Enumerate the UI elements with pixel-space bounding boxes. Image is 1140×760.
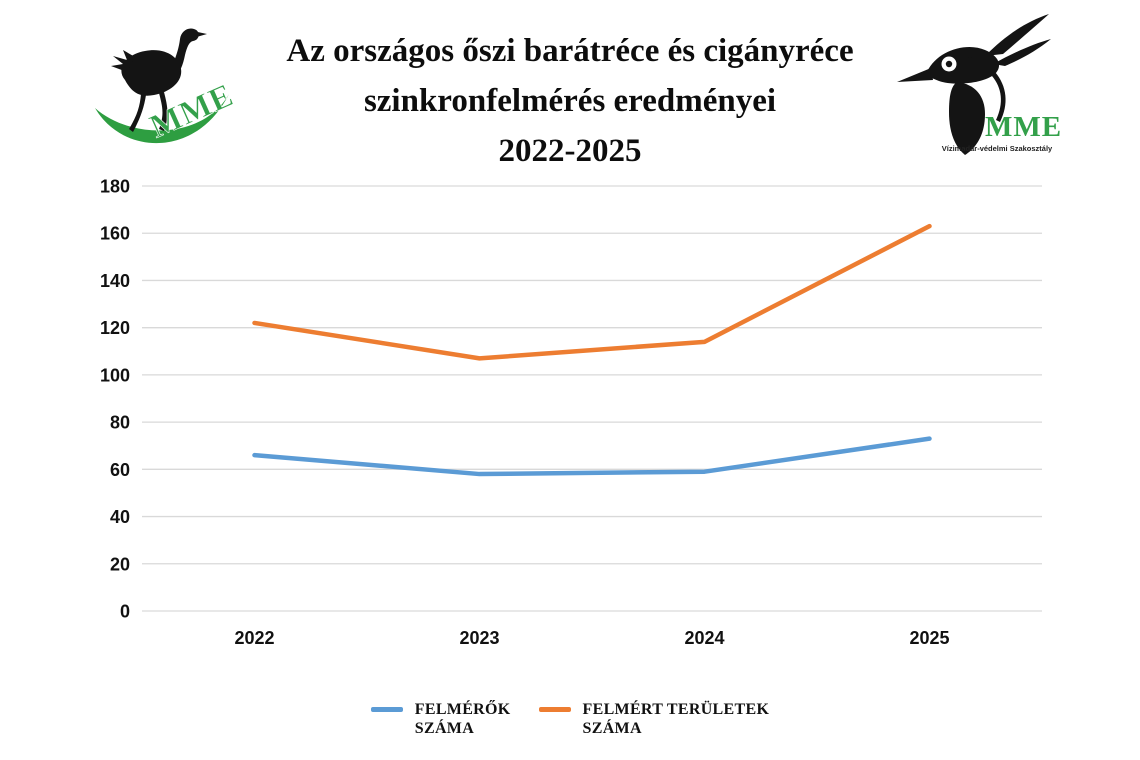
y-axis-tick-label: 80 — [110, 413, 130, 433]
legend-swatch-felmerok — [370, 707, 403, 712]
chart-title: Az országos őszi barátréce és cigányréce… — [230, 26, 910, 176]
mme-logo-bustard: MME — [95, 28, 237, 146]
legend-label-line: SZÁMA — [582, 720, 642, 737]
bustard-silhouette — [111, 28, 207, 132]
x-axis-tick-label: 2023 — [459, 628, 499, 648]
y-axis-tick-label: 100 — [100, 365, 130, 385]
y-axis-tick-label: 140 — [100, 271, 130, 291]
legend-item-felmerok: FELMÉRŐK SZÁMA — [370, 700, 511, 738]
x-axis-tick-label: 2024 — [684, 628, 724, 648]
y-axis-tick-label: 120 — [100, 318, 130, 338]
legend-label-line: FELMÉRŐK — [414, 701, 511, 718]
title-line-2: szinkronfelmérés eredményei — [363, 83, 777, 119]
title-line-3: 2022-2025 — [498, 133, 642, 169]
x-axis-tick-label: 2025 — [909, 628, 949, 648]
y-axis-tick-label: 60 — [110, 460, 130, 480]
y-axis-tick-label: 160 — [100, 224, 130, 244]
chart-legend: FELMÉRŐK SZÁMA FELMÉRT TERÜLETEK SZÁMA — [0, 700, 1140, 738]
lapwing-pupil — [945, 60, 953, 68]
y-axis-tick-label: 180 — [100, 177, 130, 197]
y-axis-tick-label: 40 — [110, 507, 130, 527]
lapwing-silhouette — [897, 14, 1051, 155]
series-line-felmerok-szama — [252, 436, 932, 477]
y-axis-tick-label: 20 — [110, 554, 130, 574]
legend-item-felmert-teruletek: FELMÉRT TERÜLETEK SZÁMA — [538, 700, 770, 738]
mme-wordmark: MME — [985, 111, 1061, 143]
legend-swatch-felmert-teruletek — [538, 707, 571, 712]
legend-label-line: FELMÉRT TERÜLETEK — [582, 701, 770, 718]
x-axis-tick-label: 2022 — [234, 628, 274, 648]
y-axis-tick-label: 0 — [120, 602, 130, 622]
mme-logo-lapwing: MME Vízimadár-védelmi Szakosztály — [897, 14, 1061, 155]
legend-label-line: SZÁMA — [414, 720, 475, 737]
logo-caption: Vízimadár-védelmi Szakosztály — [942, 144, 1053, 153]
series-line-felmert-teruletek-szama — [252, 223, 932, 361]
title-line-1: Az országos őszi barátréce és cigányréce — [286, 33, 854, 69]
green-arc — [95, 94, 229, 144]
